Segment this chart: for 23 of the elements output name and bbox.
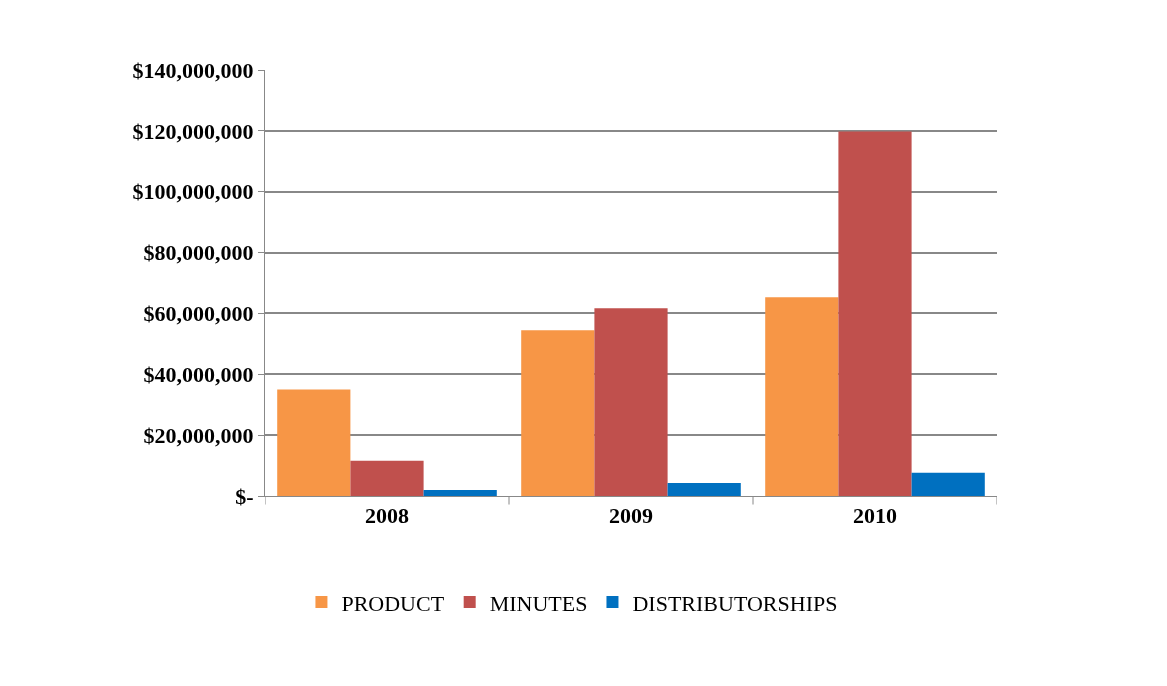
legend-label: MINUTES: [489, 590, 588, 616]
bar: [838, 131, 912, 496]
bar: [765, 297, 839, 496]
legend-label: DISTRIBUTORSHIPS: [632, 590, 838, 616]
bar: [277, 389, 351, 496]
bar: [911, 472, 985, 496]
x-tick-label: 2010: [853, 503, 897, 529]
y-tick-label: $80,000,000: [143, 240, 254, 266]
y-tick-label: $100,000,000: [132, 179, 254, 205]
y-tick-label: $60,000,000: [143, 301, 254, 327]
y-tick-label: $140,000,000: [132, 57, 254, 83]
legend-label: PRODUCT: [341, 590, 445, 616]
y-tick-label: $-: [235, 483, 254, 509]
y-tick-label: $40,000,000: [143, 361, 254, 387]
bar: [423, 489, 497, 496]
bar: [350, 460, 424, 496]
x-tick-label: 2008: [365, 503, 409, 529]
y-tick-label: $20,000,000: [143, 422, 254, 448]
y-tick-label: $120,000,000: [132, 118, 254, 144]
bar: [521, 330, 595, 496]
bar: [594, 308, 668, 496]
bar: [667, 482, 741, 496]
x-tick-label: 2009: [609, 503, 653, 529]
